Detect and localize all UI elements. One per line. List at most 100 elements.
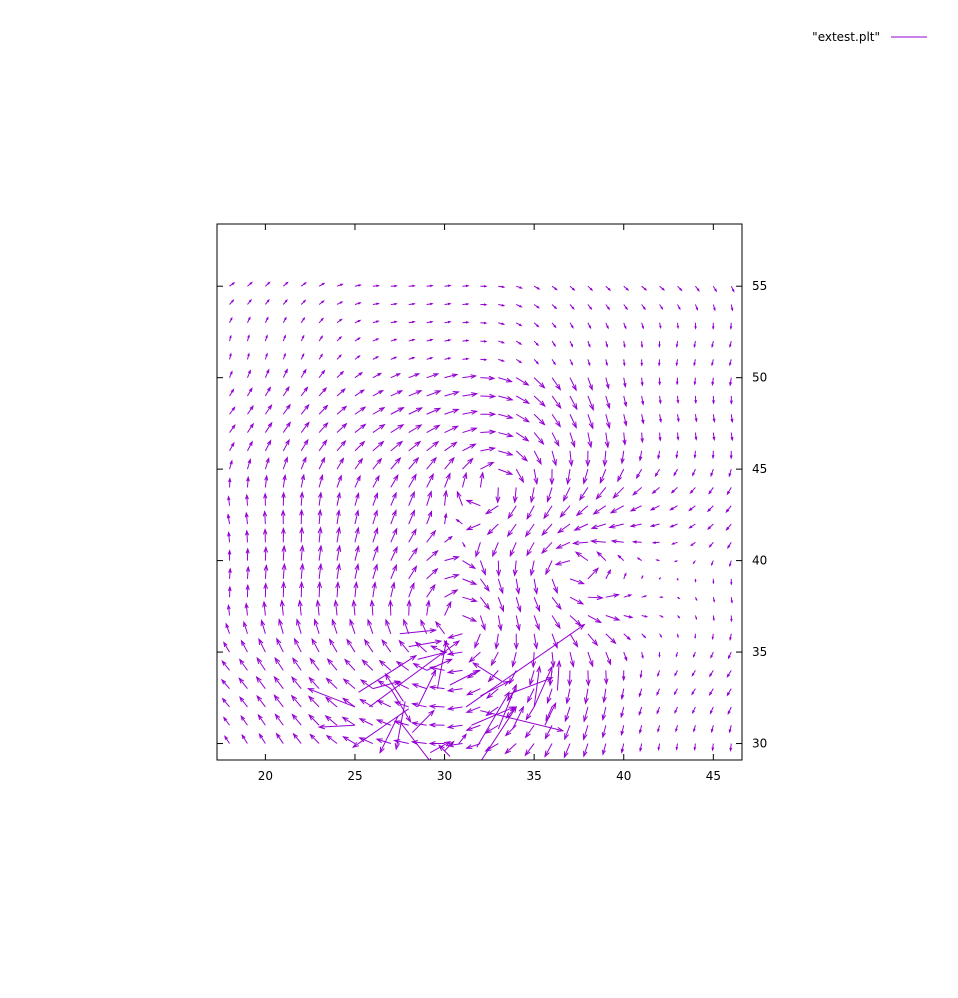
vector-arrow-strong bbox=[476, 691, 510, 748]
vector-arrow bbox=[444, 472, 451, 488]
vector-arrow bbox=[390, 373, 402, 379]
vector-arrow bbox=[617, 468, 625, 483]
vector-arrow bbox=[516, 304, 523, 308]
vector-arrow bbox=[278, 618, 284, 634]
vector-arrow bbox=[694, 633, 697, 640]
vector-arrow bbox=[533, 633, 539, 650]
vector-arrow bbox=[623, 572, 627, 580]
vector-arrow bbox=[455, 518, 463, 525]
vector-arrow bbox=[426, 567, 439, 580]
vector-arrow bbox=[623, 651, 628, 662]
vector-arrow bbox=[462, 427, 478, 434]
vector-arrow bbox=[726, 487, 732, 496]
vector-arrow-strong bbox=[480, 680, 511, 697]
vector-arrow bbox=[336, 301, 344, 305]
vector-arrow bbox=[282, 316, 287, 324]
vector-arrow bbox=[239, 696, 248, 708]
vector-arrow bbox=[238, 677, 248, 689]
vector-arrow bbox=[595, 487, 607, 500]
vector-arrow bbox=[264, 298, 270, 305]
vector-arrow bbox=[244, 602, 249, 616]
vector-arrow bbox=[462, 302, 470, 306]
vector-arrow bbox=[511, 651, 517, 668]
vector-arrow bbox=[318, 439, 328, 452]
vector-arrow bbox=[336, 526, 341, 543]
vector-arrow bbox=[479, 615, 486, 631]
vector-arrow bbox=[551, 432, 560, 448]
vector-arrow bbox=[549, 469, 555, 486]
vector-arrow bbox=[372, 389, 384, 397]
vector-arrow bbox=[229, 459, 233, 470]
vector-arrow bbox=[241, 733, 248, 744]
vector-arrow bbox=[554, 560, 571, 566]
vector-arrow bbox=[393, 701, 409, 708]
vector-arrow bbox=[640, 359, 644, 367]
vector-arrow bbox=[673, 468, 678, 477]
vector-arrow bbox=[673, 688, 678, 696]
vector-arrow bbox=[229, 281, 236, 287]
vector-arrow bbox=[583, 688, 589, 705]
vector-arrow bbox=[263, 545, 268, 561]
vector-arrow bbox=[375, 738, 391, 745]
vector-arrow bbox=[533, 413, 546, 426]
vector-arrow bbox=[291, 676, 302, 689]
vector-arrow bbox=[300, 334, 305, 342]
vector-arrow bbox=[390, 509, 397, 525]
vector-arrow bbox=[729, 560, 732, 568]
vector-arrow bbox=[300, 281, 307, 287]
vector-arrow bbox=[426, 472, 434, 488]
vector-arrow bbox=[317, 526, 323, 543]
vector-arrow bbox=[498, 322, 506, 325]
vector-arrow bbox=[656, 688, 661, 697]
vector-arrow bbox=[406, 599, 412, 616]
vector-arrow bbox=[712, 304, 716, 312]
vector-arrow bbox=[414, 641, 427, 653]
vector-arrow bbox=[408, 528, 417, 543]
vector-arrow bbox=[465, 724, 481, 731]
vector-arrow bbox=[484, 505, 499, 515]
vector-arrow bbox=[444, 373, 459, 379]
vector-arrow bbox=[620, 688, 625, 701]
vector-arrow bbox=[564, 706, 571, 723]
vector-arrow bbox=[372, 406, 386, 415]
vector-arrow bbox=[605, 615, 621, 621]
vector-arrow bbox=[725, 523, 732, 531]
vector-arrow bbox=[727, 542, 732, 550]
vector-arrow bbox=[307, 695, 320, 708]
vector-arrow bbox=[361, 659, 374, 671]
vector-arrow bbox=[479, 596, 491, 611]
vector-arrow bbox=[390, 545, 398, 561]
vector-arrow bbox=[623, 614, 634, 619]
vector-arrow bbox=[444, 535, 453, 543]
vector-arrow bbox=[658, 414, 662, 424]
vector-arrow bbox=[675, 651, 678, 658]
vector-arrow bbox=[390, 440, 404, 452]
vector-arrow bbox=[596, 551, 607, 561]
vector-arrow bbox=[292, 732, 302, 744]
vector-arrow bbox=[395, 660, 410, 671]
vector-arrow bbox=[462, 374, 478, 379]
vector-arrow bbox=[638, 725, 643, 735]
vector-arrow bbox=[533, 395, 546, 407]
vector-arrow bbox=[641, 651, 644, 660]
vector-arrow bbox=[546, 487, 553, 503]
vector-arrow bbox=[712, 578, 715, 585]
vector-arrow bbox=[587, 304, 593, 311]
vector-arrow bbox=[605, 593, 620, 598]
vector-arrow bbox=[408, 407, 424, 415]
vector-arrow bbox=[545, 560, 553, 576]
vector-arrow bbox=[426, 440, 440, 452]
vector-arrow bbox=[676, 322, 680, 330]
vector-arrow bbox=[559, 505, 571, 518]
vector-arrow bbox=[551, 340, 557, 348]
vector-arrow bbox=[587, 567, 600, 580]
vector-arrow bbox=[390, 284, 398, 288]
vector-arrow bbox=[300, 421, 310, 433]
vector-arrow bbox=[498, 304, 506, 307]
vector-arrow bbox=[674, 706, 678, 715]
vector-arrow bbox=[692, 468, 696, 477]
vector-arrow bbox=[372, 284, 380, 288]
vector-arrow bbox=[657, 670, 661, 678]
y-tick-label: 50 bbox=[752, 371, 767, 385]
vector-arrow bbox=[676, 395, 680, 405]
